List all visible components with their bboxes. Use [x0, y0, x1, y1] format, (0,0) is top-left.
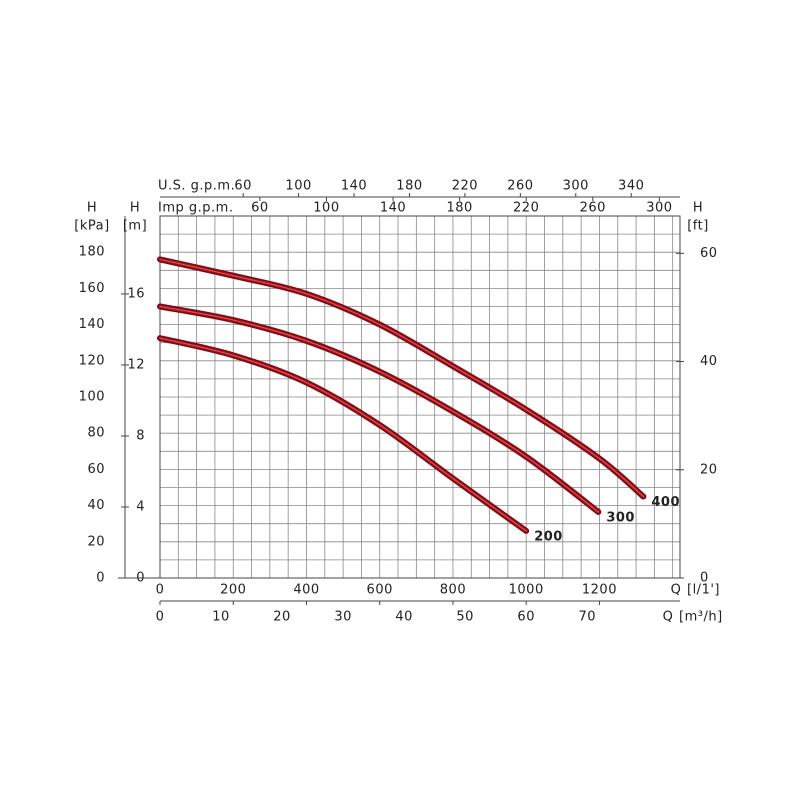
curve-highlight — [158, 305, 600, 514]
y-tick-label: 80 — [87, 426, 105, 441]
y-tick-label: 60 — [87, 462, 105, 477]
x-tick-label: 140 — [341, 179, 367, 194]
x-tick-label: 300 — [646, 201, 672, 216]
x-tick-label: 1000 — [509, 583, 544, 598]
y-tick-label: 16 — [127, 286, 145, 301]
y-tick-label: 8 — [136, 428, 145, 443]
x-tick-label: 60 — [517, 610, 535, 625]
y-tick-label: 12 — [127, 357, 145, 372]
x-axis-unit: [l/1'] — [687, 583, 720, 598]
curve-highlight — [158, 257, 645, 499]
x-tick-label: 220 — [452, 179, 478, 194]
x-axis-title: Q — [671, 583, 682, 598]
curve-highlight — [159, 306, 599, 513]
axis-title: Q — [663, 610, 674, 625]
x-tick-label: 100 — [313, 201, 339, 216]
x-tick-label: 200 — [220, 583, 246, 598]
x-tick-label: 30 — [334, 610, 352, 625]
y-tick-label: 20 — [700, 462, 718, 477]
curve-label: 200 — [534, 529, 563, 544]
y-tick-label: 100 — [79, 390, 105, 405]
x-tick-label: 20 — [273, 610, 291, 625]
x-tick-label: 260 — [580, 201, 606, 216]
curve-highlight — [159, 258, 644, 498]
axis-unit: [m³/h] — [679, 610, 723, 625]
x-tick-label: 50 — [456, 610, 474, 625]
axis-title: U.S. g.p.m. — [158, 179, 235, 194]
x-tick-label: 340 — [618, 179, 644, 194]
y-tick-label: 0 — [700, 571, 709, 586]
y-tick-label: 0 — [136, 571, 145, 586]
y-tick-label: 40 — [87, 498, 105, 513]
y-tick-label: 4 — [136, 499, 145, 514]
y-tick-label: 160 — [79, 281, 105, 296]
x-tick-label: 600 — [367, 583, 393, 598]
x-tick-label: 60 — [251, 201, 269, 216]
x-tick-label: 10 — [212, 610, 230, 625]
x-tick-label: 260 — [507, 179, 533, 194]
curve-highlight — [159, 337, 527, 532]
axis-title: Imp g.p.m. — [158, 201, 233, 216]
y-tick-label: 140 — [79, 317, 105, 332]
x-tick-label: 300 — [563, 179, 589, 194]
y-tick-label: 120 — [79, 353, 105, 368]
curve-label: 400 — [651, 495, 680, 510]
axis-unit: [ft] — [687, 219, 709, 234]
x-tick-label: 100 — [285, 179, 311, 194]
axis-title: H — [130, 201, 140, 216]
y-axis-title: H — [87, 201, 97, 216]
x-tick-label: 60 — [234, 179, 252, 194]
axis-unit: [m] — [123, 219, 147, 234]
x-tick-label: 180 — [396, 179, 422, 194]
curve-label: 300 — [606, 510, 635, 525]
x-tick-label: 800 — [440, 583, 466, 598]
x-tick-label: 70 — [578, 610, 596, 625]
pump-curve — [157, 256, 647, 500]
pump-curve — [157, 303, 602, 515]
x-tick-label: 400 — [293, 583, 319, 598]
x-tick-label: 0 — [156, 610, 165, 625]
y-tick-label: 40 — [700, 354, 718, 369]
y-tick-label: 20 — [87, 534, 105, 549]
x-tick-label: 220 — [513, 201, 539, 216]
y-tick-label: 180 — [79, 245, 105, 260]
x-tick-label: 180 — [446, 201, 472, 216]
y-axis-unit: [kPa] — [74, 219, 109, 234]
x-tick-label: 140 — [380, 201, 406, 216]
y-tick-label: 60 — [700, 246, 718, 261]
x-tick-label: 40 — [395, 610, 413, 625]
x-tick-label: 0 — [156, 583, 165, 598]
y-tick-label: 0 — [96, 571, 105, 586]
x-tick-label: 1200 — [582, 583, 617, 598]
axis-title: H — [693, 201, 703, 216]
